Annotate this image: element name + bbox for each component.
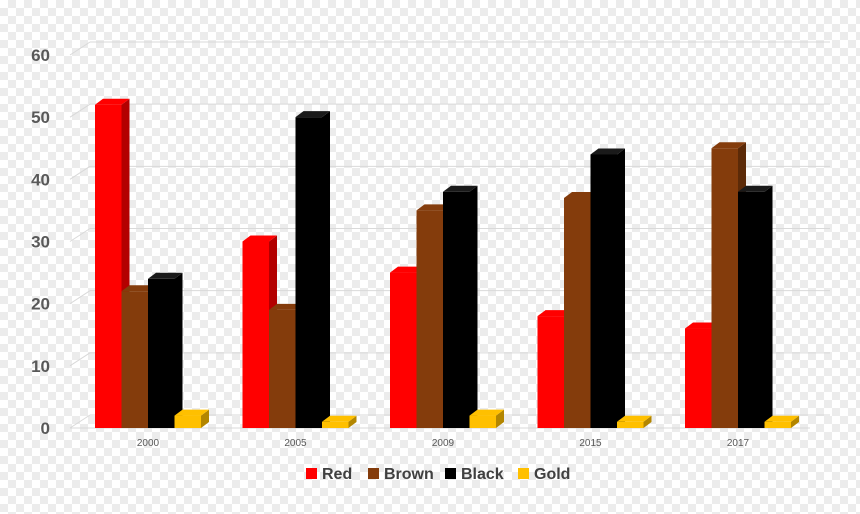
y-tick-label: 60 — [31, 46, 50, 65]
legend-item: Black — [445, 466, 504, 483]
legend-swatch — [518, 468, 529, 479]
y-tick-label: 40 — [31, 170, 50, 189]
bar — [617, 415, 652, 428]
legend: Red Brown Black Gold — [306, 466, 570, 483]
gridline-diagonal — [69, 41, 91, 56]
x-axis-ticks: 2000 2005 2009 2015 2017 — [137, 438, 750, 449]
bar — [469, 409, 504, 428]
bar — [590, 148, 625, 428]
y-tick-label: 50 — [31, 108, 50, 127]
y-tick-label: 20 — [31, 295, 50, 314]
legend-label: Gold — [534, 466, 570, 483]
bar — [322, 415, 357, 428]
bar — [174, 409, 209, 428]
bar — [295, 111, 330, 429]
legend-item: Brown — [368, 466, 434, 483]
y-tick-label: 10 — [31, 357, 50, 376]
gridline-diagonal — [69, 352, 91, 367]
legend-swatch — [306, 468, 317, 479]
x-tick-label: 2005 — [284, 438, 307, 449]
legend-item: Red — [306, 466, 352, 483]
legend-label: Brown — [384, 466, 434, 483]
legend-swatch — [445, 468, 456, 479]
gridline-diagonal — [69, 290, 91, 305]
bar — [242, 235, 277, 428]
bar — [443, 185, 478, 428]
x-tick-label: 2009 — [432, 438, 455, 449]
legend-label: Red — [322, 466, 352, 483]
gridline-diagonal — [69, 165, 91, 180]
x-tick-label: 2017 — [727, 438, 750, 449]
legend-swatch — [368, 468, 379, 479]
x-tick-label: 2015 — [579, 438, 602, 449]
gridline-diagonal — [69, 228, 91, 242]
y-axis-ticks: 0 10 20 30 40 50 60 — [31, 46, 50, 438]
bar — [764, 415, 799, 428]
bar — [148, 272, 183, 428]
x-tick-label: 2000 — [137, 438, 160, 449]
gridline-diagonal — [69, 414, 91, 429]
legend-item: Gold — [518, 466, 570, 483]
y-tick-label: 30 — [31, 233, 50, 252]
bars — [95, 98, 799, 429]
legend-label: Black — [461, 466, 504, 483]
bar — [738, 185, 773, 428]
gridline-diagonal — [69, 103, 91, 118]
y-tick-label: 0 — [41, 419, 50, 438]
